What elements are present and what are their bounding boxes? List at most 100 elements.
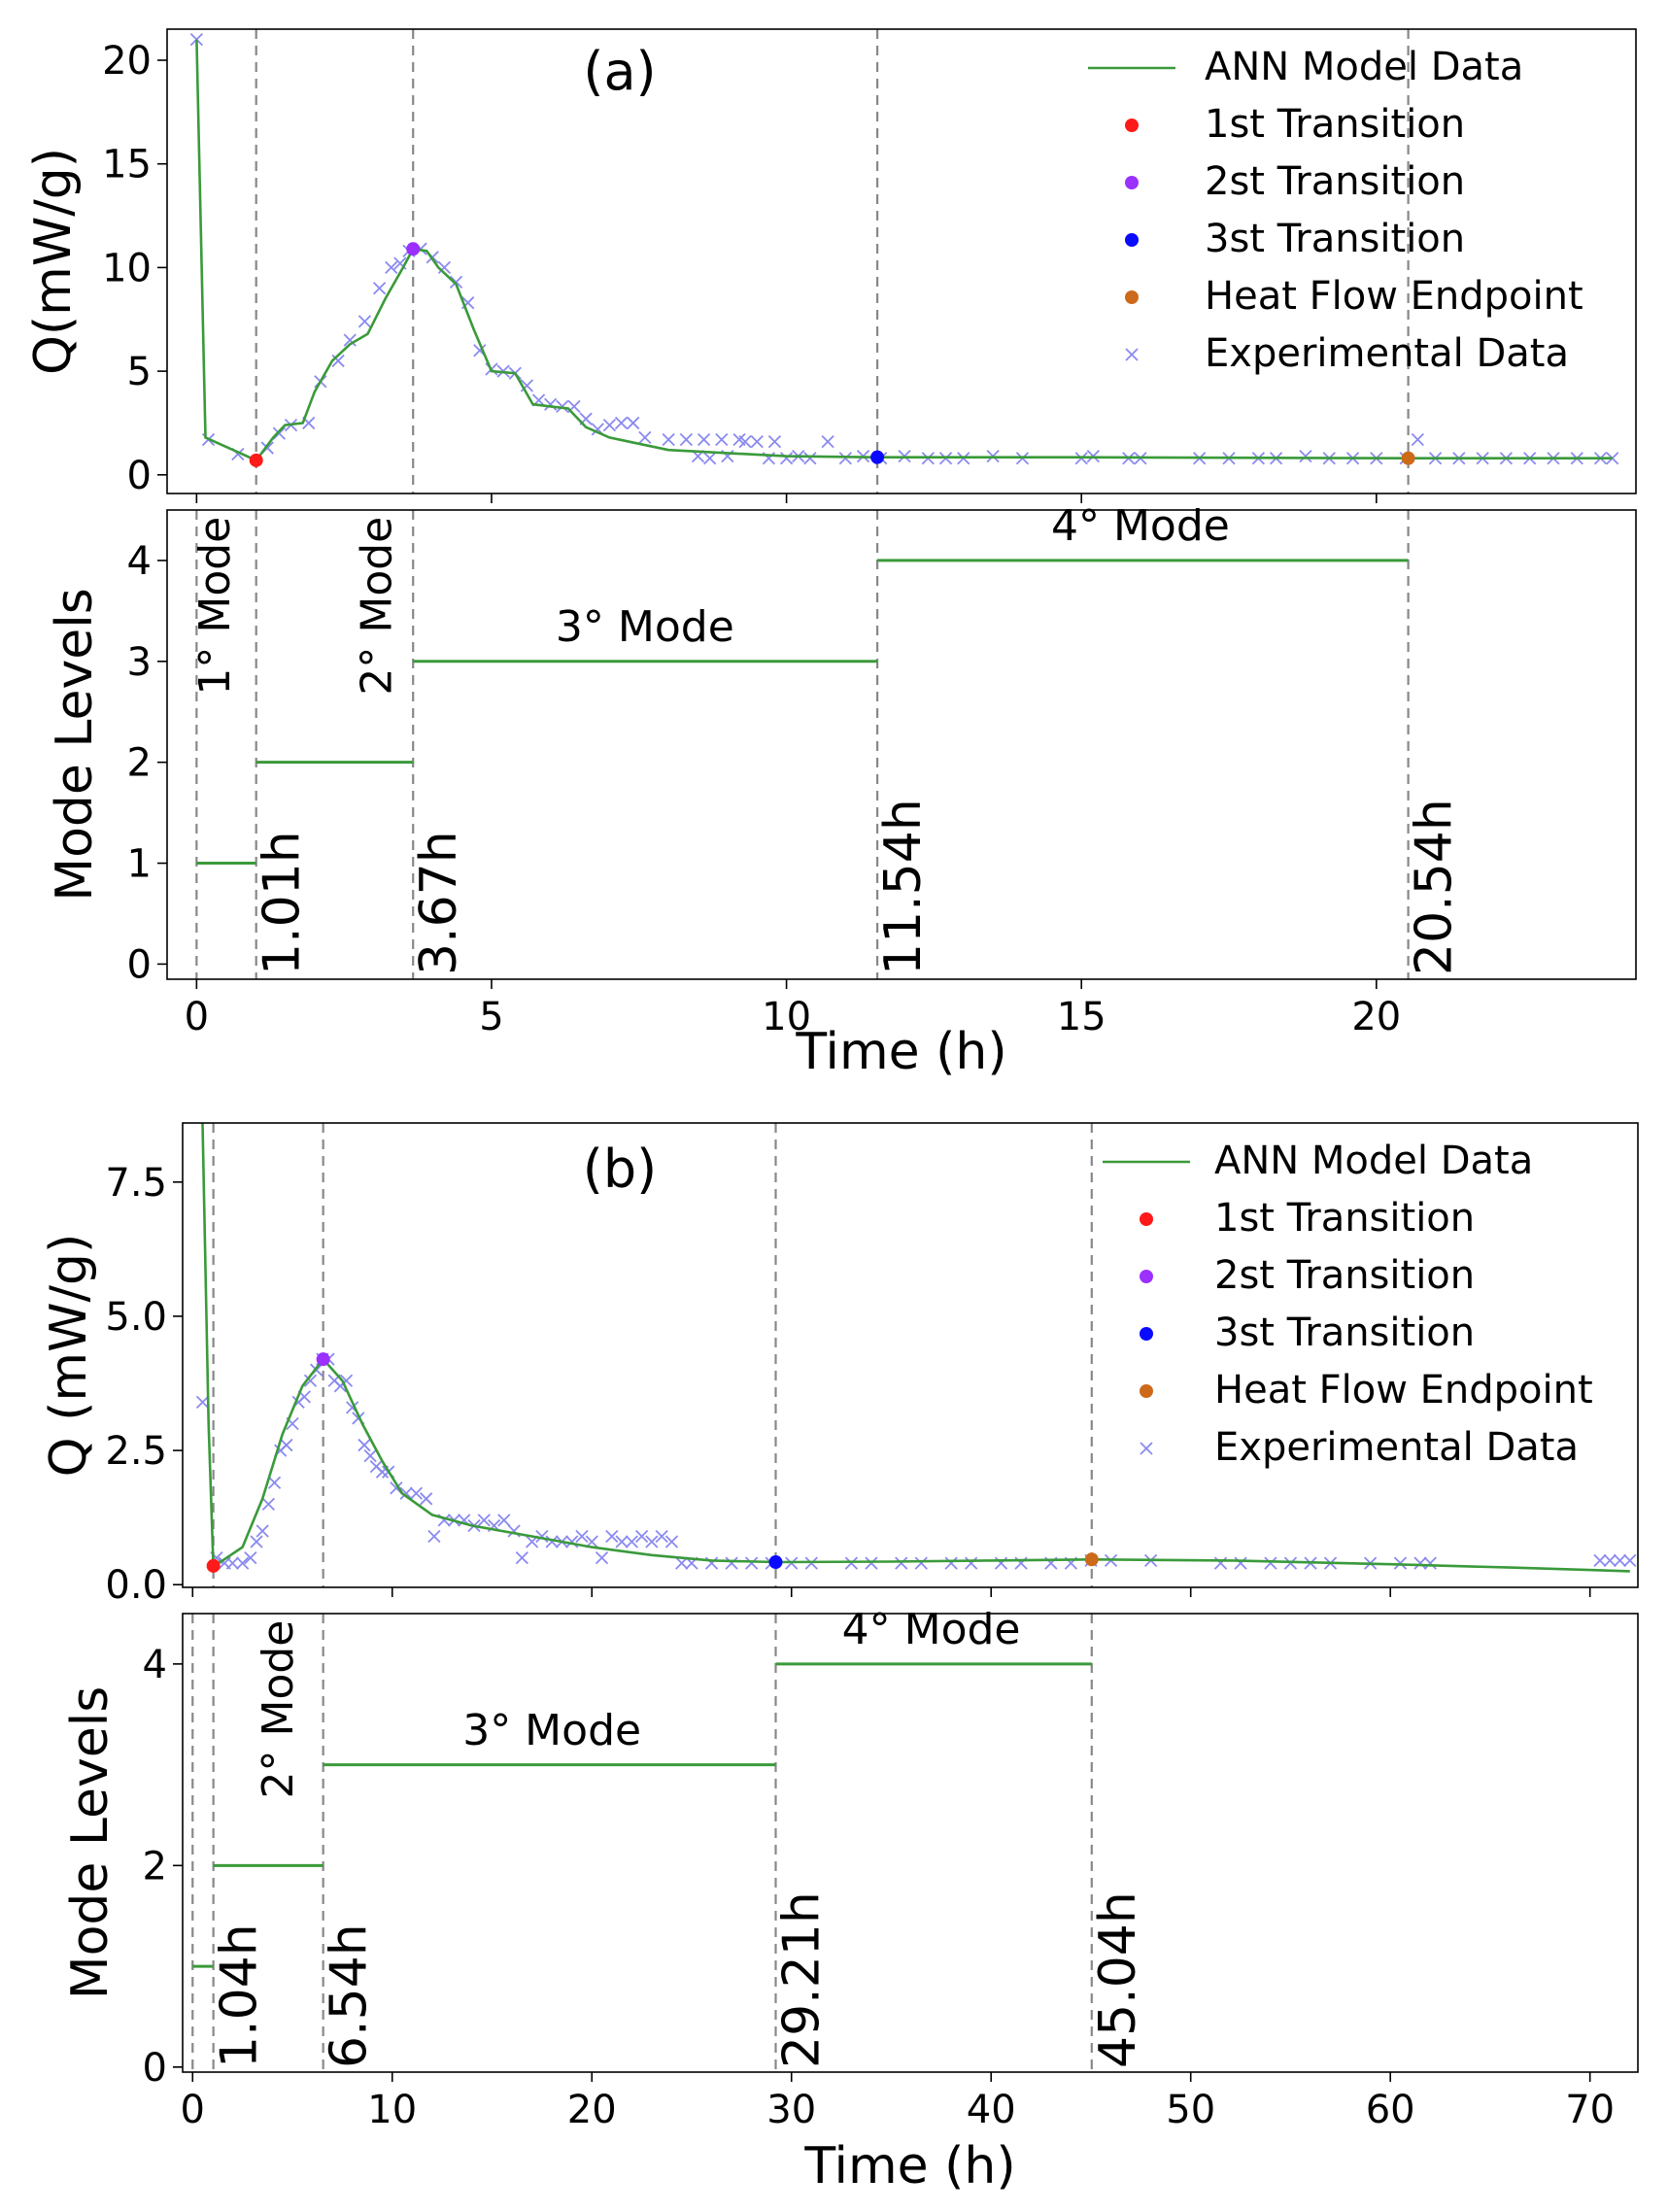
y-axis-label: Q(mW/g): [24, 148, 83, 375]
ann-model-line: [201, 1123, 1630, 1573]
x-axis-label: Time (h): [795, 1023, 1006, 1081]
legend-entry: 2st Transition: [1205, 159, 1465, 204]
experimental-data-point: [715, 432, 729, 447]
legend-entry: ANN Model Data: [1205, 45, 1523, 89]
x-tick-label: 0: [185, 995, 209, 1039]
experimental-data-point: [662, 432, 675, 447]
experimental-data-point: [1234, 1556, 1247, 1570]
legend-dot-icon: [1125, 176, 1139, 189]
y-tick-label: 3: [127, 640, 152, 685]
experimental-data-point: [844, 1556, 859, 1570]
x-tick-label: 40: [967, 2088, 1016, 2132]
x-tick-label: 30: [766, 2088, 816, 2132]
legend-cross-icon: [1140, 1442, 1153, 1455]
experimental-data-point: [545, 1535, 559, 1548]
experimental-data-point: [703, 452, 717, 465]
experimental-data-point: [803, 452, 817, 465]
experimental-data-point: [255, 1524, 269, 1538]
experimental-data-point: [767, 435, 782, 449]
y-axis-label: Mode Levels: [46, 588, 104, 902]
experimental-data-point: [1283, 1556, 1298, 1570]
panel-label: (b): [583, 1139, 657, 1200]
transition-time-label: 45.04h: [1089, 1891, 1147, 2068]
experimental-data-point: [615, 1535, 629, 1548]
experimental-data-point: [745, 1556, 759, 1570]
experimental-data-point: [236, 1556, 250, 1570]
experimental-data-point: [725, 1556, 738, 1570]
experimental-data-point: [634, 1529, 649, 1544]
experimental-data-point: [1603, 1553, 1617, 1568]
legend: ANN Model Data 1st Transition 2st Transiti…: [1088, 45, 1583, 376]
third-transition-point: [870, 450, 885, 464]
first-transition-point: [249, 453, 263, 467]
x-tick-label: 20: [1351, 995, 1401, 1039]
transition-time-label: 1.04h: [211, 1923, 269, 2068]
y-tick-label: 2.5: [105, 1429, 167, 1474]
top-plot-frame: [182, 1122, 1639, 1588]
y-tick-label: 2: [127, 741, 152, 786]
experimental-data-point: [1299, 449, 1312, 463]
y-tick-label: 4: [143, 1643, 167, 1687]
experimental-data-point: [994, 1556, 1008, 1570]
experimental-data-point: [372, 282, 387, 295]
first-transition-point: [206, 1558, 221, 1573]
experimental-data-point: [750, 435, 764, 449]
experimental-data-point: [189, 33, 203, 47]
x-tick-label: 50: [1166, 2088, 1215, 2132]
experimental-data-point: [779, 452, 794, 465]
experimental-data-point: [914, 1556, 928, 1570]
experimental-data-point: [1623, 1553, 1637, 1568]
experimental-data-point: [357, 315, 372, 328]
legend-entry: ANN Model Data: [1214, 1139, 1533, 1183]
experimental-data-point: [363, 1448, 377, 1463]
legend-dot-icon: [1140, 1384, 1153, 1398]
legend-entry: 1st Transition: [1214, 1196, 1475, 1241]
experimental-data-point: [343, 333, 357, 347]
mode-levels-plot: 2° Mode 3° Mode 4° Mode 1.04h 6.54h 29.21h 45.…: [61, 1605, 1639, 2195]
experimental-data-point: [565, 1535, 579, 1548]
x-tick-label: 20: [567, 2088, 617, 2132]
mode-label: 3° Mode: [462, 1706, 641, 1755]
mode-label: 2° Mode: [254, 1620, 303, 1799]
experimental-data-point: [1606, 452, 1619, 465]
experimental-data-point: [1213, 1556, 1228, 1570]
second-transition-point: [406, 242, 421, 256]
experimental-data-point: [280, 1438, 293, 1452]
y-tick-label: 0: [143, 2046, 167, 2091]
experimental-data-point: [697, 432, 711, 447]
mode-label: 2° Mode: [353, 517, 402, 696]
experimental-data-point: [544, 397, 558, 411]
experimental-data-point: [821, 435, 834, 449]
experimental-data-point: [420, 1492, 433, 1506]
experimental-data-point: [339, 1374, 354, 1387]
legend-dot-icon: [1140, 1327, 1153, 1341]
ann-model-line: [195, 39, 1613, 462]
experimental-data-point: [1423, 1556, 1437, 1570]
experimental-data-point: [267, 1476, 282, 1489]
legend: ANN Model Data 1st Transition 2st Transiti…: [1103, 1139, 1593, 1470]
mode-label: 4° Mode: [842, 1605, 1021, 1654]
legend-dot-icon: [1140, 1270, 1153, 1283]
experimental-data-point: [449, 275, 463, 289]
bottom-plot-frame: [166, 509, 1637, 980]
legend-dot-icon: [1125, 119, 1139, 132]
transition-time-label: 1.01h: [254, 831, 312, 975]
experimental-data-point: [250, 1535, 263, 1548]
mode-label: 4° Mode: [1051, 501, 1230, 551]
legend-entry: Experimental Data: [1214, 1425, 1579, 1470]
experimental-data-point: [965, 1556, 978, 1570]
panel-b: 0.0 2.5 5.0 7.5Q (mW/g) (b) ANN Model Data 1st…: [40, 1122, 1639, 2195]
experimental-data-point: [645, 1535, 659, 1548]
transition-time-label: 20.54h: [1406, 799, 1464, 975]
x-tick-label: 10: [367, 2088, 417, 2132]
y-tick-label: 15: [102, 143, 152, 187]
experimental-data-point: [605, 1529, 619, 1544]
experimental-data-point: [477, 1514, 491, 1527]
experimental-data-point: [1613, 1553, 1627, 1568]
experimental-data-point: [1593, 1553, 1607, 1568]
y-axis-label: Mode Levels: [61, 1686, 119, 2000]
experimental-data-point: [627, 416, 640, 430]
transition-time-label: 29.21h: [773, 1891, 832, 2068]
